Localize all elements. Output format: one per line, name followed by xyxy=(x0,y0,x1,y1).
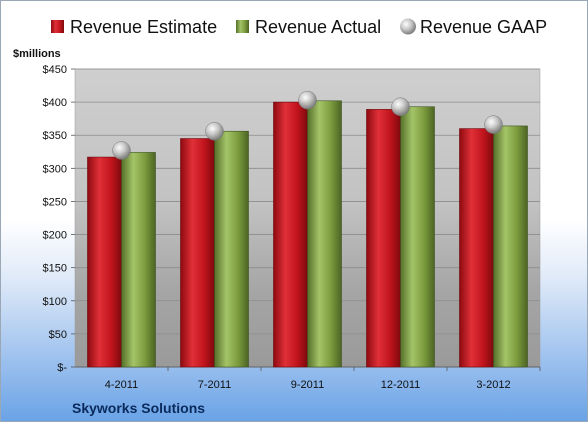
legend-swatch-estimate xyxy=(51,20,64,33)
bar-revenue-actual xyxy=(493,125,528,368)
y-tick-label: $400 xyxy=(43,97,67,109)
marker-revenue-gaap xyxy=(205,121,224,141)
legend-label-actual: Revenue Actual xyxy=(255,17,381,37)
x-axis-ticks: 4-2011 7-2011 9-2011 12-2011 3-2012 xyxy=(105,379,511,391)
y-tick-label: $250 xyxy=(43,196,67,208)
x-tick-label: 9-2011 xyxy=(291,379,324,391)
marker-revenue-gaap xyxy=(112,141,131,160)
bar-revenue-estimate xyxy=(87,156,122,368)
x-tick-label: 7-2011 xyxy=(198,379,231,391)
marker-revenue-gaap xyxy=(484,115,503,134)
marker-revenue-gaap xyxy=(298,90,317,110)
bar-revenue-estimate xyxy=(273,101,308,368)
x-tick-label: 12-2011 xyxy=(381,379,421,391)
bar-revenue-estimate xyxy=(180,138,215,368)
y-axis-ticks: $- $50 $100 $150 $200 $250 $300 $350 $400 $450 xyxy=(43,64,68,374)
marker-revenue-gaap xyxy=(391,97,410,116)
y-tick-label: $100 xyxy=(43,296,67,308)
y-tick-label: $150 xyxy=(43,263,67,275)
company-name: Skyworks Solutions xyxy=(72,400,205,416)
bar-revenue-estimate xyxy=(366,109,401,368)
x-tick-label: 3-2012 xyxy=(476,379,510,391)
bar-revenue-actual xyxy=(307,100,342,368)
y-tick-label: $200 xyxy=(43,230,67,242)
legend-item-estimate: Revenue Estimate xyxy=(51,17,217,37)
legend-marker-gaap xyxy=(400,18,416,35)
legend-swatch-actual xyxy=(236,20,249,33)
legend-label-gaap: Revenue GAAP xyxy=(420,17,547,37)
y-tick-label: $- xyxy=(57,362,67,374)
legend-item-actual: Revenue Actual xyxy=(236,17,381,37)
bar-revenue-actual xyxy=(214,130,249,368)
x-tick-label: 4-2011 xyxy=(105,379,138,391)
legend-label-estimate: Revenue Estimate xyxy=(70,17,217,37)
y-tick-label: $50 xyxy=(49,329,67,341)
bar-revenue-estimate xyxy=(459,128,494,368)
bar-revenue-actual xyxy=(400,106,435,368)
gaap-markers xyxy=(112,90,503,160)
legend-item-gaap: Revenue GAAP xyxy=(400,17,547,37)
legend: Revenue Estimate Revenue Actual Revenue … xyxy=(51,17,547,37)
y-tick-label: $350 xyxy=(43,130,67,142)
bars xyxy=(87,100,528,368)
y-tick-label: $450 xyxy=(43,64,67,76)
bar-revenue-actual xyxy=(121,152,156,368)
y-tick-label: $300 xyxy=(43,163,67,175)
y-axis-unit-label: $millions xyxy=(13,48,61,60)
